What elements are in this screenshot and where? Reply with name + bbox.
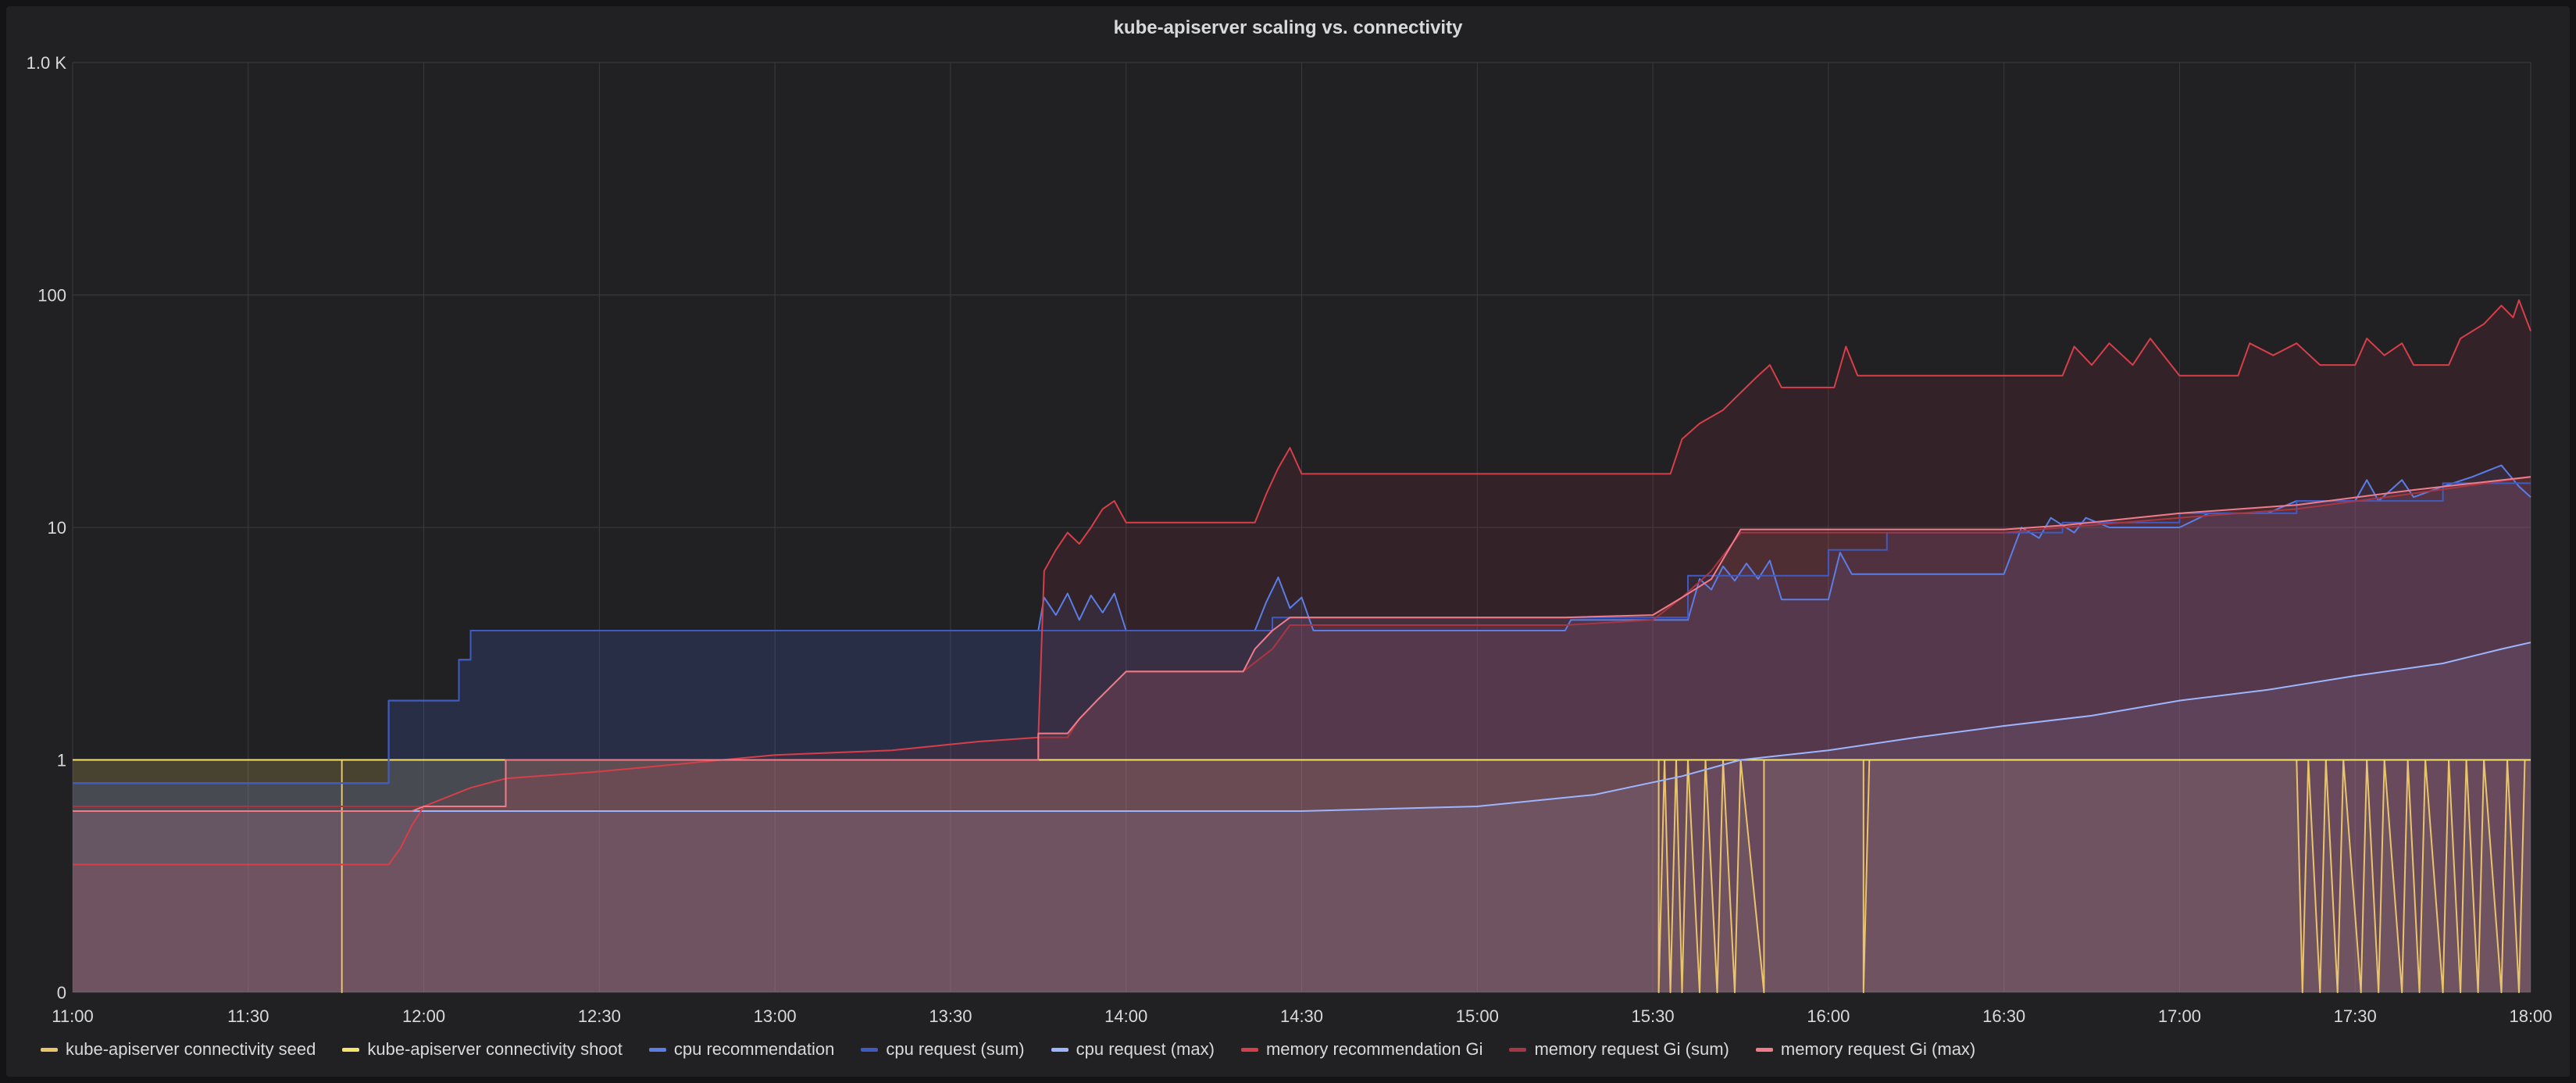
legend-item-0[interactable]: kube-apiserver connectivity seed [41, 1039, 316, 1060]
graph-panel: kube-apiserver scaling vs. connectivity … [6, 6, 2570, 1077]
legend-item-3[interactable]: cpu request (sum) [861, 1039, 1025, 1060]
y-tick-label: 0 [57, 983, 66, 1003]
legend-swatch [41, 1047, 58, 1052]
x-tick-label: 11:00 [52, 1006, 93, 1026]
legend-item-2[interactable]: cpu recommendation [648, 1039, 835, 1060]
panel-title: kube-apiserver scaling vs. connectivity [1113, 17, 1463, 38]
series-area-2 [73, 465, 2531, 992]
x-tick-label: 14:00 [1104, 1006, 1147, 1026]
y-tick-label: 1.0 K [27, 53, 67, 73]
legend-swatch [861, 1047, 879, 1052]
legend-swatch [1509, 1047, 1527, 1052]
y-axis: 0 1 10 100 1.0 K [27, 53, 67, 1003]
x-tick-label: 17:30 [2334, 1006, 2377, 1026]
legend-item-6[interactable]: memory request Gi (sum) [1509, 1039, 1729, 1060]
series-areas [73, 300, 2531, 993]
legend-swatch [1240, 1047, 1258, 1052]
series-area-4 [73, 642, 2531, 992]
legend-swatch [342, 1047, 360, 1052]
series-line-4 [73, 642, 2531, 812]
legend-swatch [1755, 1047, 1773, 1052]
legend-label: memory request Gi (sum) [1534, 1039, 1729, 1059]
x-tick-label: 13:00 [754, 1006, 797, 1026]
legend: kube-apiserver connectivity seed kube-api… [41, 1039, 1975, 1060]
x-tick-label: 15:00 [1456, 1006, 1499, 1026]
x-axis: 11:00 11:30 12:00 12:30 13:00 13:30 14:00 14:30… [52, 1006, 2552, 1026]
series-lines [73, 299, 2531, 993]
series-line-5 [73, 299, 2531, 866]
x-tick-label: 16:30 [1982, 1006, 2025, 1026]
series-area-5 [73, 300, 2531, 993]
legend-item-7[interactable]: memory request Gi (max) [1755, 1039, 1976, 1060]
legend-label: cpu request (sum) [886, 1039, 1025, 1059]
timeseries-chart[interactable]: 0 1 10 100 1.0 K 11:00 11:30 12:00 12:30 13:00 13… [6, 6, 2570, 1030]
legend-item-1[interactable]: kube-apiserver connectivity shoot [342, 1039, 623, 1060]
x-tick-label: 12:00 [402, 1006, 445, 1026]
legend-swatch [648, 1047, 666, 1052]
series-area-1 [73, 760, 2531, 992]
y-tick-label: 100 [37, 286, 66, 306]
y-tick-label: 10 [48, 518, 66, 538]
series-area-7 [73, 477, 2531, 992]
y-tick-label: 1 [57, 751, 66, 770]
legend-label: cpu recommendation [673, 1039, 835, 1059]
x-tick-label: 15:30 [1632, 1006, 1675, 1026]
legend-label: kube-apiserver connectivity seed [66, 1039, 316, 1059]
legend-item-4[interactable]: cpu request (max) [1051, 1039, 1215, 1060]
series-line-0 [73, 759, 2531, 993]
legend-label: kube-apiserver connectivity shoot [367, 1039, 623, 1059]
x-tick-label: 18:00 [2509, 1006, 2552, 1026]
legend-item-5[interactable]: memory recommendation Gi [1240, 1039, 1483, 1060]
legend-label: memory recommendation Gi [1265, 1039, 1483, 1059]
legend-swatch [1051, 1047, 1069, 1052]
legend-label: memory request Gi (max) [1780, 1039, 1976, 1059]
x-tick-label: 17:00 [2158, 1006, 2201, 1026]
legend-label: cpu request (max) [1076, 1039, 1215, 1059]
x-tick-label: 11:30 [227, 1006, 269, 1026]
series-line-7 [73, 476, 2531, 812]
x-tick-label: 14:30 [1280, 1006, 1323, 1026]
series-area-6 [73, 477, 2531, 992]
x-tick-label: 16:00 [1807, 1006, 1850, 1026]
series-area-0 [73, 760, 2531, 992]
x-tick-label: 13:30 [929, 1006, 972, 1026]
series-area-3 [73, 483, 2531, 992]
x-tick-label: 12:30 [578, 1006, 621, 1026]
series-line-3 [73, 482, 2531, 785]
